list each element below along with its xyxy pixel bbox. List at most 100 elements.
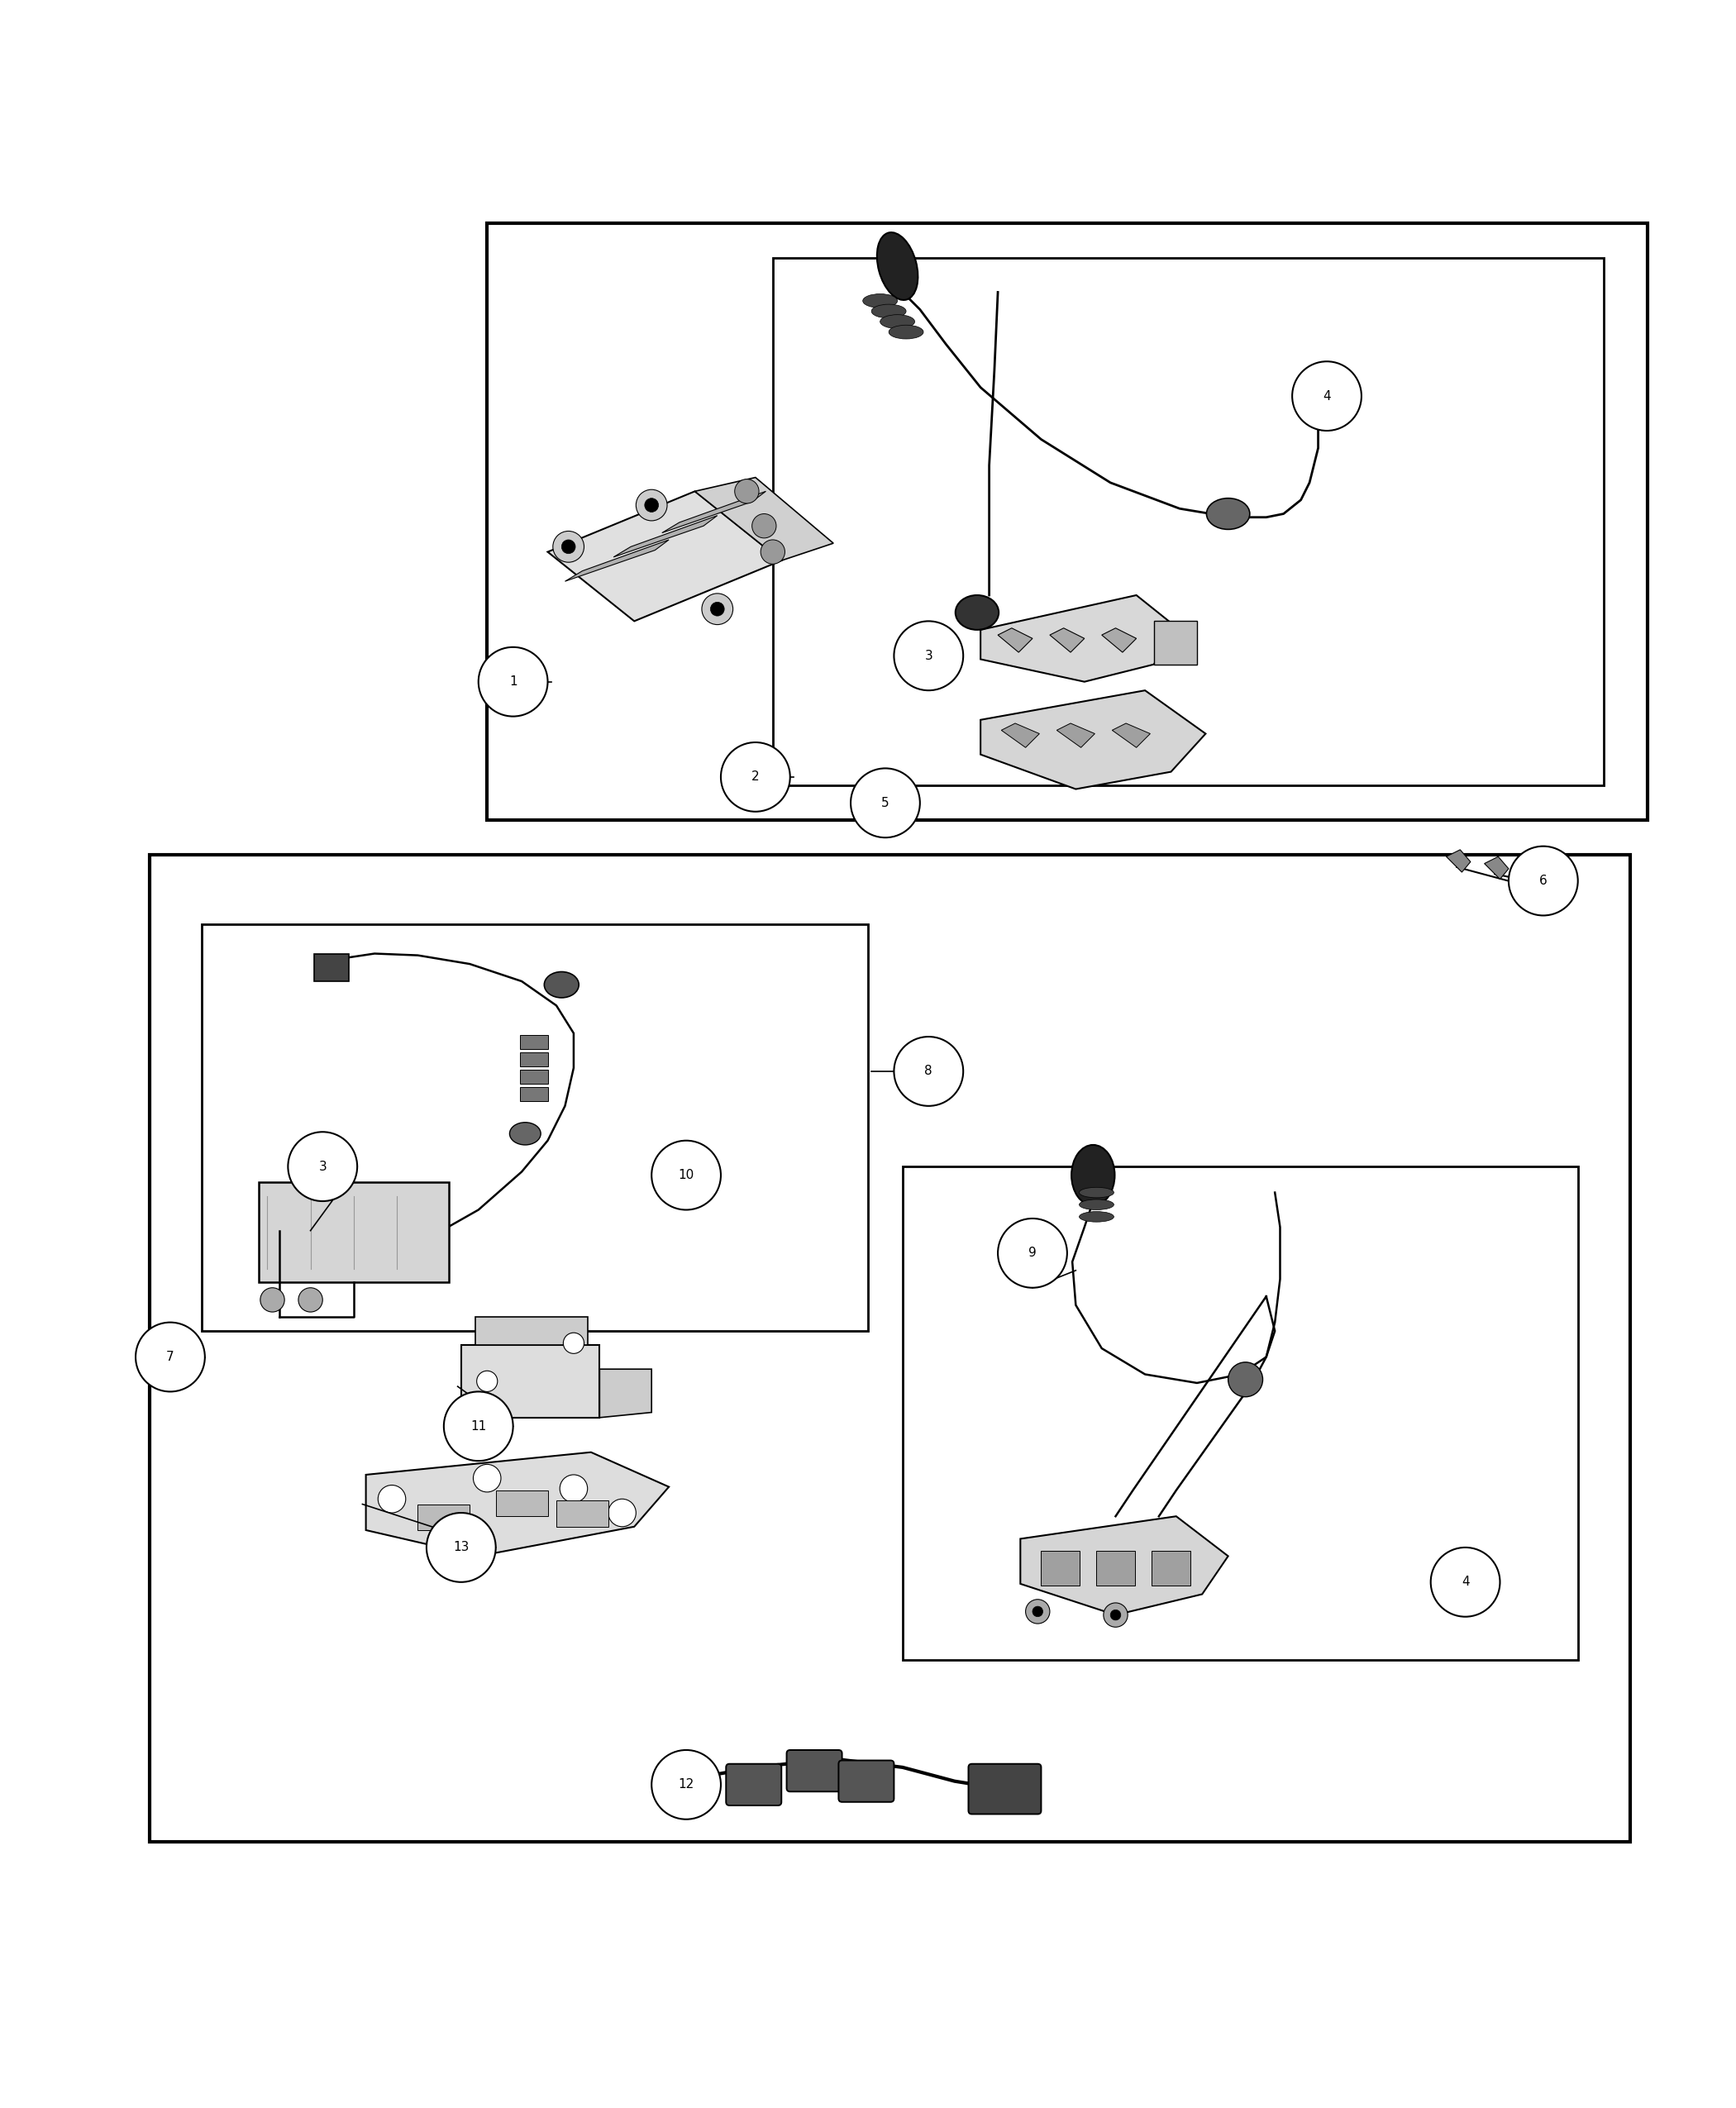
Ellipse shape xyxy=(543,972,578,997)
Text: 4: 4 xyxy=(1462,1577,1469,1587)
Circle shape xyxy=(299,1288,323,1311)
FancyBboxPatch shape xyxy=(838,1760,894,1802)
Polygon shape xyxy=(366,1452,668,1556)
Circle shape xyxy=(894,1037,963,1107)
Circle shape xyxy=(474,1465,502,1492)
Bar xyxy=(314,953,349,982)
Ellipse shape xyxy=(871,304,906,318)
Circle shape xyxy=(444,1391,514,1461)
Text: 9: 9 xyxy=(1028,1248,1036,1258)
Circle shape xyxy=(608,1499,635,1526)
Ellipse shape xyxy=(1080,1212,1115,1223)
Polygon shape xyxy=(1113,723,1151,748)
Circle shape xyxy=(427,1514,496,1583)
Bar xyxy=(773,257,1604,786)
Circle shape xyxy=(644,497,658,512)
Text: 10: 10 xyxy=(679,1170,694,1180)
Polygon shape xyxy=(1102,628,1137,651)
Bar xyxy=(521,1069,547,1084)
Circle shape xyxy=(734,479,759,504)
Bar xyxy=(1154,622,1196,664)
Circle shape xyxy=(701,594,733,624)
Circle shape xyxy=(378,1486,406,1514)
Circle shape xyxy=(135,1322,205,1391)
Circle shape xyxy=(760,540,785,565)
Ellipse shape xyxy=(1071,1145,1115,1206)
Text: 11: 11 xyxy=(470,1421,486,1433)
Bar xyxy=(259,1183,450,1282)
Circle shape xyxy=(479,647,547,717)
Text: 4: 4 xyxy=(1323,390,1332,403)
Text: 3: 3 xyxy=(925,649,932,662)
Polygon shape xyxy=(547,491,781,622)
Polygon shape xyxy=(1021,1516,1227,1615)
Circle shape xyxy=(651,1750,720,1819)
Ellipse shape xyxy=(863,293,898,308)
Polygon shape xyxy=(998,628,1033,651)
Polygon shape xyxy=(1002,723,1040,748)
Bar xyxy=(521,1052,547,1067)
Circle shape xyxy=(477,1370,498,1391)
Text: 1: 1 xyxy=(509,675,517,687)
FancyBboxPatch shape xyxy=(726,1764,781,1804)
Circle shape xyxy=(1430,1547,1500,1617)
Circle shape xyxy=(1111,1611,1121,1621)
Bar xyxy=(418,1505,470,1530)
Circle shape xyxy=(562,1332,583,1353)
Bar xyxy=(903,1166,1578,1659)
Circle shape xyxy=(1227,1362,1262,1398)
Text: 8: 8 xyxy=(925,1065,932,1077)
Polygon shape xyxy=(1484,856,1509,879)
Bar xyxy=(149,856,1630,1842)
Bar xyxy=(1153,1551,1191,1585)
Circle shape xyxy=(894,622,963,691)
FancyBboxPatch shape xyxy=(786,1750,842,1792)
Circle shape xyxy=(710,603,724,616)
Circle shape xyxy=(851,767,920,837)
Circle shape xyxy=(651,1140,720,1210)
Text: 5: 5 xyxy=(882,797,889,809)
Polygon shape xyxy=(599,1368,651,1417)
Polygon shape xyxy=(981,594,1180,681)
Bar xyxy=(476,1318,587,1345)
Text: 12: 12 xyxy=(679,1779,694,1792)
Text: 7: 7 xyxy=(167,1351,174,1364)
Polygon shape xyxy=(613,516,717,557)
Circle shape xyxy=(288,1132,358,1202)
Bar xyxy=(556,1501,608,1526)
Text: 2: 2 xyxy=(752,772,759,784)
Polygon shape xyxy=(661,491,766,533)
Bar xyxy=(488,223,1647,820)
Polygon shape xyxy=(564,540,668,582)
Circle shape xyxy=(635,489,667,521)
Polygon shape xyxy=(694,476,833,561)
Text: 3: 3 xyxy=(319,1159,326,1172)
Polygon shape xyxy=(981,691,1205,788)
Polygon shape xyxy=(1050,628,1085,651)
Circle shape xyxy=(1026,1600,1050,1623)
Ellipse shape xyxy=(1080,1199,1115,1210)
FancyBboxPatch shape xyxy=(969,1764,1042,1815)
Bar xyxy=(521,1035,547,1050)
Circle shape xyxy=(1509,845,1578,915)
Bar xyxy=(521,1088,547,1100)
Bar xyxy=(462,1345,599,1417)
Circle shape xyxy=(260,1288,285,1311)
Ellipse shape xyxy=(510,1121,542,1145)
Text: 13: 13 xyxy=(453,1541,469,1554)
Ellipse shape xyxy=(880,314,915,329)
Circle shape xyxy=(720,742,790,812)
Polygon shape xyxy=(1446,850,1470,873)
Ellipse shape xyxy=(889,325,924,339)
Circle shape xyxy=(998,1218,1068,1288)
Ellipse shape xyxy=(877,232,918,299)
Polygon shape xyxy=(1057,723,1095,748)
Circle shape xyxy=(1104,1602,1128,1627)
Circle shape xyxy=(552,531,583,563)
Text: 6: 6 xyxy=(1540,875,1547,887)
Circle shape xyxy=(559,1476,587,1503)
Bar xyxy=(496,1490,547,1516)
Circle shape xyxy=(561,540,575,554)
Circle shape xyxy=(1033,1606,1043,1617)
Bar xyxy=(201,923,868,1330)
